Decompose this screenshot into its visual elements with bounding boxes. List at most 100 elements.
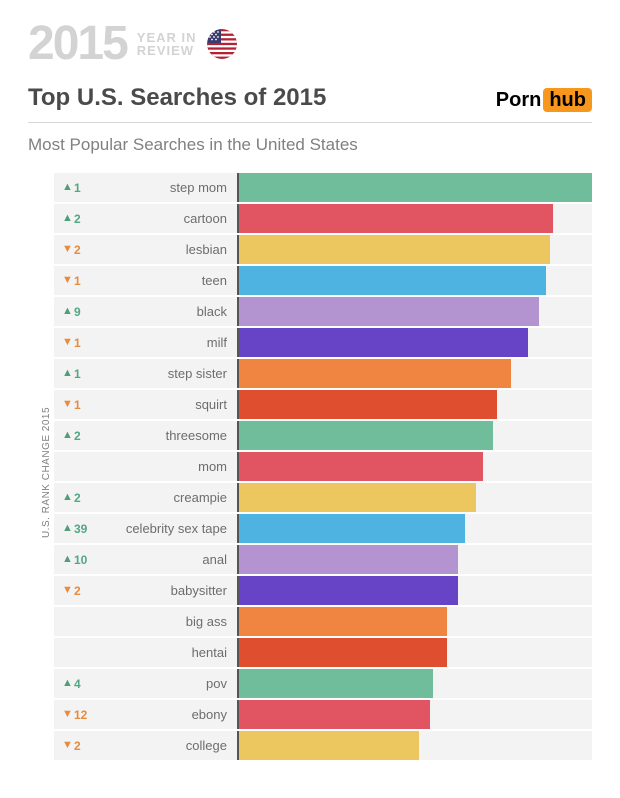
chart-row: ▲9black: [54, 297, 592, 326]
bar: [239, 266, 546, 295]
row-left-panel: ▼12ebony: [54, 700, 239, 729]
bar-track: [239, 359, 592, 388]
row-left-panel: ▲9black: [54, 297, 239, 326]
y-axis-label: U.S. RANK CHANGE 2015: [41, 406, 52, 537]
bar-track: [239, 576, 592, 605]
bar: [239, 235, 550, 264]
header-banner: 2015 YEAR IN REVIEW: [28, 20, 592, 78]
row-label: pov: [94, 676, 227, 691]
bar-track: [239, 483, 592, 512]
arrow-down-icon: ▼: [62, 740, 72, 751]
chart-row: ▲2creampie: [54, 483, 592, 512]
chart-rows: ▲1step mom▲2cartoon▼2lesbian▼1teen▲9blac…: [54, 173, 592, 760]
arrow-up-icon: ▲: [62, 430, 72, 441]
rank-change-value: 2: [72, 739, 94, 753]
bar: [239, 452, 483, 481]
row-label: squirt: [94, 397, 227, 412]
row-left-panel: ▼1teen: [54, 266, 239, 295]
brand-right: hub: [543, 88, 592, 112]
bar-track: [239, 638, 592, 667]
rank-change-value: 2: [72, 429, 94, 443]
bar-track: [239, 266, 592, 295]
chart-row: ▲39celebrity sex tape: [54, 514, 592, 543]
bar-track: [239, 452, 592, 481]
chart-row: ▼1squirt: [54, 390, 592, 419]
arrow-up-icon: ▲: [62, 492, 72, 503]
chart-row: ▲10anal: [54, 545, 592, 574]
bar-track: [239, 204, 592, 233]
arrow-up-icon: ▲: [62, 213, 72, 224]
chart-row: ▲1step mom: [54, 173, 592, 202]
row-label: ebony: [94, 707, 227, 722]
bar: [239, 607, 447, 636]
rank-change-value: 9: [72, 305, 94, 319]
header-tag-bottom: REVIEW: [137, 44, 197, 57]
bar-chart: U.S. RANK CHANGE 2015 ▲1step mom▲2cartoo…: [28, 173, 592, 760]
row-label: black: [94, 304, 227, 319]
row-label: hentai: [94, 645, 227, 660]
chart-row: ▼12ebony: [54, 700, 592, 729]
chart-row: ▼2college: [54, 731, 592, 760]
row-left-panel: ▲1step mom: [54, 173, 239, 202]
bar-track: [239, 328, 592, 357]
chart-row: ▲2threesome: [54, 421, 592, 450]
row-label: anal: [94, 552, 227, 567]
row-left-panel: ▼1milf: [54, 328, 239, 357]
row-label: step sister: [94, 366, 227, 381]
row-left-panel: ▼1squirt: [54, 390, 239, 419]
row-label: big ass: [94, 614, 227, 629]
bar: [239, 359, 511, 388]
rank-change-value: 4: [72, 677, 94, 691]
arrow-up-icon: ▲: [62, 523, 72, 534]
bar: [239, 545, 458, 574]
rank-change-value: 2: [72, 584, 94, 598]
row-label: milf: [94, 335, 227, 350]
arrow-down-icon: ▼: [62, 399, 72, 410]
bar-track: [239, 235, 592, 264]
rank-change-value: 2: [72, 212, 94, 226]
bar-track: [239, 669, 592, 698]
chart-row: mom: [54, 452, 592, 481]
row-left-panel: ▲2creampie: [54, 483, 239, 512]
row-label: step mom: [94, 180, 227, 195]
bar: [239, 576, 458, 605]
us-flag-icon: [207, 29, 237, 59]
rank-change-value: 1: [72, 336, 94, 350]
arrow-up-icon: ▲: [62, 182, 72, 193]
infographic-container: 2015 YEAR IN REVIEW: [0, 0, 620, 790]
bar-track: [239, 731, 592, 760]
bar-track: [239, 173, 592, 202]
bar: [239, 204, 553, 233]
rank-change-value: 39: [72, 522, 94, 536]
bar-track: [239, 514, 592, 543]
arrow-up-icon: ▲: [62, 678, 72, 689]
subtitle: Most Popular Searches in the United Stat…: [28, 129, 592, 173]
bar: [239, 638, 447, 667]
chart-row: ▲2cartoon: [54, 204, 592, 233]
row-left-panel: ▼2college: [54, 731, 239, 760]
bar: [239, 421, 493, 450]
bar-track: [239, 607, 592, 636]
chart-row: ▲1step sister: [54, 359, 592, 388]
page-title: Top U.S. Searches of 2015: [28, 84, 326, 112]
arrow-down-icon: ▼: [62, 275, 72, 286]
rank-change-value: 1: [72, 274, 94, 288]
rank-change-value: 1: [72, 398, 94, 412]
bar-track: [239, 700, 592, 729]
chart-row: ▼1teen: [54, 266, 592, 295]
bar: [239, 390, 497, 419]
rank-change-value: 2: [72, 491, 94, 505]
rank-change-value: 2: [72, 243, 94, 257]
arrow-up-icon: ▲: [62, 306, 72, 317]
row-left-panel: hentai: [54, 638, 239, 667]
bar-track: [239, 390, 592, 419]
rank-change-value: 1: [72, 181, 94, 195]
title-row: Top U.S. Searches of 2015 Porn hub: [28, 78, 592, 123]
arrow-up-icon: ▲: [62, 368, 72, 379]
bar: [239, 483, 476, 512]
row-label: cartoon: [94, 211, 227, 226]
row-left-panel: ▲10anal: [54, 545, 239, 574]
chart-row: hentai: [54, 638, 592, 667]
row-left-panel: ▲39celebrity sex tape: [54, 514, 239, 543]
row-left-panel: ▲1step sister: [54, 359, 239, 388]
